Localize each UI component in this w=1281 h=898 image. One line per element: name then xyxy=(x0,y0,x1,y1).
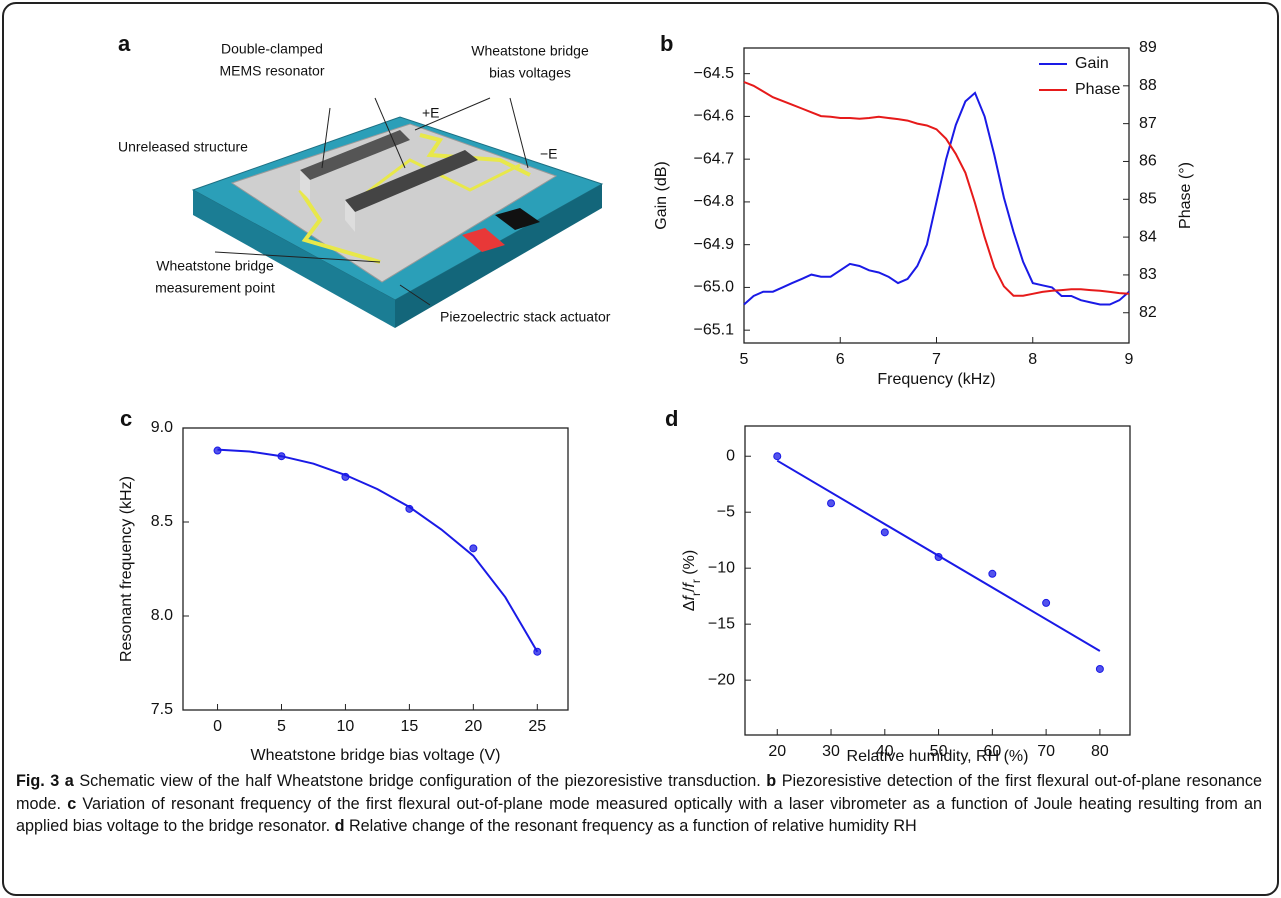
panel-letter: c xyxy=(120,406,132,431)
caption-label: Fig. 3 xyxy=(16,772,60,790)
x-axis-label: Wheatstone bridge bias voltage (V) xyxy=(251,747,501,764)
schematic-label: Piezoelectric stack actuator xyxy=(440,309,611,325)
y-tick-label: −65.0 xyxy=(694,279,735,296)
y-tick-label: −20 xyxy=(708,671,735,688)
x-tick-label: 60 xyxy=(983,743,1001,760)
data-point xyxy=(469,544,478,553)
y-axis-label-part: r xyxy=(689,592,703,596)
caption-letter: d xyxy=(334,817,345,835)
schematic-label: measurement point xyxy=(155,280,275,296)
y2-tick-label: 84 xyxy=(1139,228,1157,245)
x-tick-label: 20 xyxy=(768,743,786,760)
y-tick-label: 9.0 xyxy=(151,419,173,436)
schematic-label: bias voltages xyxy=(489,65,571,81)
x-tick-label: 20 xyxy=(464,718,482,735)
y-tick-label: 7.5 xyxy=(151,701,173,718)
x-tick-label: 6 xyxy=(836,351,845,368)
series-line xyxy=(743,91,1130,306)
schematic-label: +E xyxy=(422,105,440,121)
plot-frame xyxy=(182,427,569,711)
y-axis-label-part: (%) xyxy=(681,550,698,579)
x-tick-label: 8 xyxy=(1028,351,1037,368)
x-tick-label: 5 xyxy=(277,718,286,735)
y-tick-label: −64.5 xyxy=(694,65,735,82)
schematic: Double-clamped MEMS resonator Wheatstone… xyxy=(118,41,611,328)
y-tick-label: −64.6 xyxy=(694,108,735,125)
y-axis-label-part: f xyxy=(681,582,698,588)
data-point xyxy=(880,528,889,537)
schematic-label: Wheatstone bridge xyxy=(156,258,274,274)
y-tick-label: −64.7 xyxy=(694,150,735,167)
y2-axis-label: Phase (°) xyxy=(1177,162,1194,229)
y-axis-label-part: Δ xyxy=(681,600,698,611)
plot-frame xyxy=(743,47,1130,344)
x-axis-label: Frequency (kHz) xyxy=(877,371,995,388)
y-tick-label: 0 xyxy=(726,447,735,464)
caption-text: Piezoresistive detection of the first fl… xyxy=(16,772,1263,813)
y2-tick-label: 89 xyxy=(1139,39,1157,56)
x-tick-label: 30 xyxy=(822,743,840,760)
x-tick-label: 40 xyxy=(876,743,894,760)
panel-letter: a xyxy=(118,31,131,56)
caption-letter: b xyxy=(766,772,777,790)
y-tick-label: −65.1 xyxy=(694,321,735,338)
y2-tick-label: 87 xyxy=(1139,115,1157,132)
schematic-label: Double-clamped xyxy=(221,41,323,57)
x-tick-label: 25 xyxy=(528,718,546,735)
y-axis-label: Gain (dB) xyxy=(653,161,670,229)
y-axis-label-part: / xyxy=(681,587,698,592)
caption-text: Schematic view of the half Wheatstone br… xyxy=(79,772,761,790)
legend-label: Gain xyxy=(1075,55,1109,72)
data-point xyxy=(988,569,997,578)
y-tick-label: −64.9 xyxy=(694,236,735,253)
data-point xyxy=(827,499,836,508)
caption-letter: c xyxy=(67,794,77,813)
panel-letter: d xyxy=(665,406,678,431)
caption: Fig. 3 a Schematic view of the half Whea… xyxy=(16,770,1262,838)
y-axis-label: Δfr/fr (%) xyxy=(681,550,703,611)
y-tick-label: −15 xyxy=(708,615,735,632)
caption-letter: a xyxy=(64,772,74,790)
x-tick-label: 9 xyxy=(1125,351,1134,368)
y-tick-label: −5 xyxy=(717,503,735,520)
x-tick-label: 7 xyxy=(932,351,941,368)
series-line xyxy=(776,459,1101,652)
schematic-label: Unreleased structure xyxy=(118,139,248,155)
y2-tick-label: 82 xyxy=(1139,304,1157,321)
x-tick-label: 50 xyxy=(930,743,948,760)
x-axis-label: Relative humidity, RH (%) xyxy=(847,748,1029,765)
caption-text: Relative change of the resonant frequenc… xyxy=(348,817,917,835)
y2-tick-label: 86 xyxy=(1139,153,1157,170)
y-tick-label: 8.0 xyxy=(151,607,173,624)
y-axis-label: Resonant frequency (kHz) xyxy=(118,476,135,662)
x-tick-label: 5 xyxy=(740,351,749,368)
y-tick-label: −10 xyxy=(708,559,735,576)
y-axis-label-part: f xyxy=(681,595,698,601)
y2-tick-label: 85 xyxy=(1139,191,1157,208)
panel-letter: b xyxy=(660,31,673,56)
x-tick-label: 70 xyxy=(1037,743,1055,760)
x-tick-label: 0 xyxy=(213,718,222,735)
y2-tick-label: 83 xyxy=(1139,266,1157,283)
x-tick-label: 80 xyxy=(1091,743,1109,760)
schematic-label: Wheatstone bridge xyxy=(471,43,589,59)
data-point xyxy=(1095,664,1104,673)
data-point xyxy=(773,452,782,461)
schematic-label: MEMS resonator xyxy=(219,63,324,79)
y-axis-label-part: r xyxy=(689,579,703,583)
y2-tick-label: 88 xyxy=(1139,77,1157,94)
series-line xyxy=(743,81,1130,297)
x-tick-label: 10 xyxy=(337,718,355,735)
data-point xyxy=(1042,598,1051,607)
y-tick-label: −64.8 xyxy=(694,193,735,210)
series-line xyxy=(217,448,539,653)
legend-label: Phase xyxy=(1075,81,1120,98)
caption-text: Variation of resonant frequency of the f… xyxy=(16,794,1263,836)
plot-frame xyxy=(744,425,1131,736)
schematic-label: −E xyxy=(540,146,558,162)
y-tick-label: 8.5 xyxy=(151,513,173,530)
x-tick-label: 15 xyxy=(400,718,418,735)
